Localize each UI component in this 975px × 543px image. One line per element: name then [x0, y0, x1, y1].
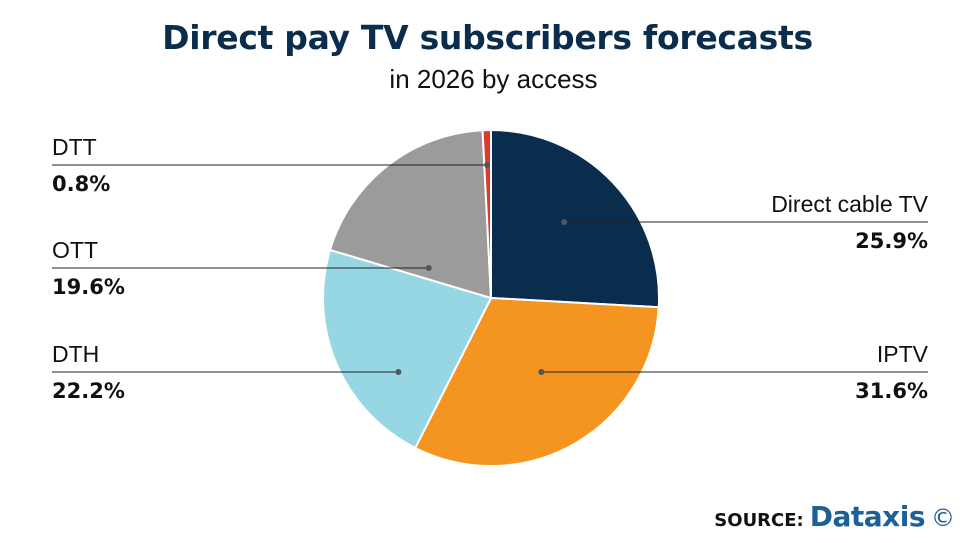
- slice-value-iptv: 31.6%: [855, 379, 928, 403]
- slice-label-direct-cable-tv: Direct cable TV: [771, 191, 928, 217]
- pie-slice-direct-cable-tv: [490, 128, 660, 309]
- chart-subtitle: in 2026 by access: [389, 64, 598, 94]
- copyright-icon: ©: [931, 504, 955, 532]
- leader-dot-dth: [395, 369, 402, 375]
- leader-dot-dtt: [484, 162, 491, 168]
- slice-value-dth: 22.2%: [52, 379, 125, 403]
- slice-label-ott: OTT: [52, 237, 98, 263]
- pie-slices: [322, 128, 660, 467]
- chart-title: Direct pay TV subscribers forecasts: [162, 18, 813, 57]
- leader-dot-ott: [425, 265, 432, 271]
- slice-label-dtt: DTT: [52, 134, 97, 160]
- pie-slice-dtt: [481, 128, 492, 299]
- source-attribution: SOURCE: Dataxis ©: [714, 500, 955, 533]
- source-label: SOURCE:: [714, 510, 804, 531]
- dataxis-logo: Dataxis: [809, 500, 926, 533]
- pie-slice-dth: [322, 248, 493, 450]
- pie-slice-iptv: [413, 296, 660, 467]
- slice-label-iptv: IPTV: [877, 341, 929, 367]
- leader-dot-direct-cable-tv: [561, 219, 568, 225]
- pie-slice-ott: [328, 129, 493, 300]
- slice-label-dth: DTH: [52, 341, 99, 367]
- slice-value-dtt: 0.8%: [52, 172, 110, 196]
- slice-labels: Direct cable TV 25.9% IPTV 31.6% DTH 22.2% OTT…: [52, 134, 929, 403]
- leader-lines: [52, 162, 928, 375]
- leader-dot-iptv: [538, 369, 545, 375]
- slice-value-ott: 19.6%: [52, 275, 125, 299]
- slice-value-direct-cable-tv: 25.9%: [855, 229, 928, 253]
